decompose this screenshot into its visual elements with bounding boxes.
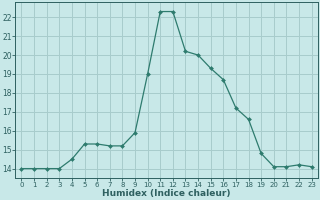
X-axis label: Humidex (Indice chaleur): Humidex (Indice chaleur) [102,189,231,198]
